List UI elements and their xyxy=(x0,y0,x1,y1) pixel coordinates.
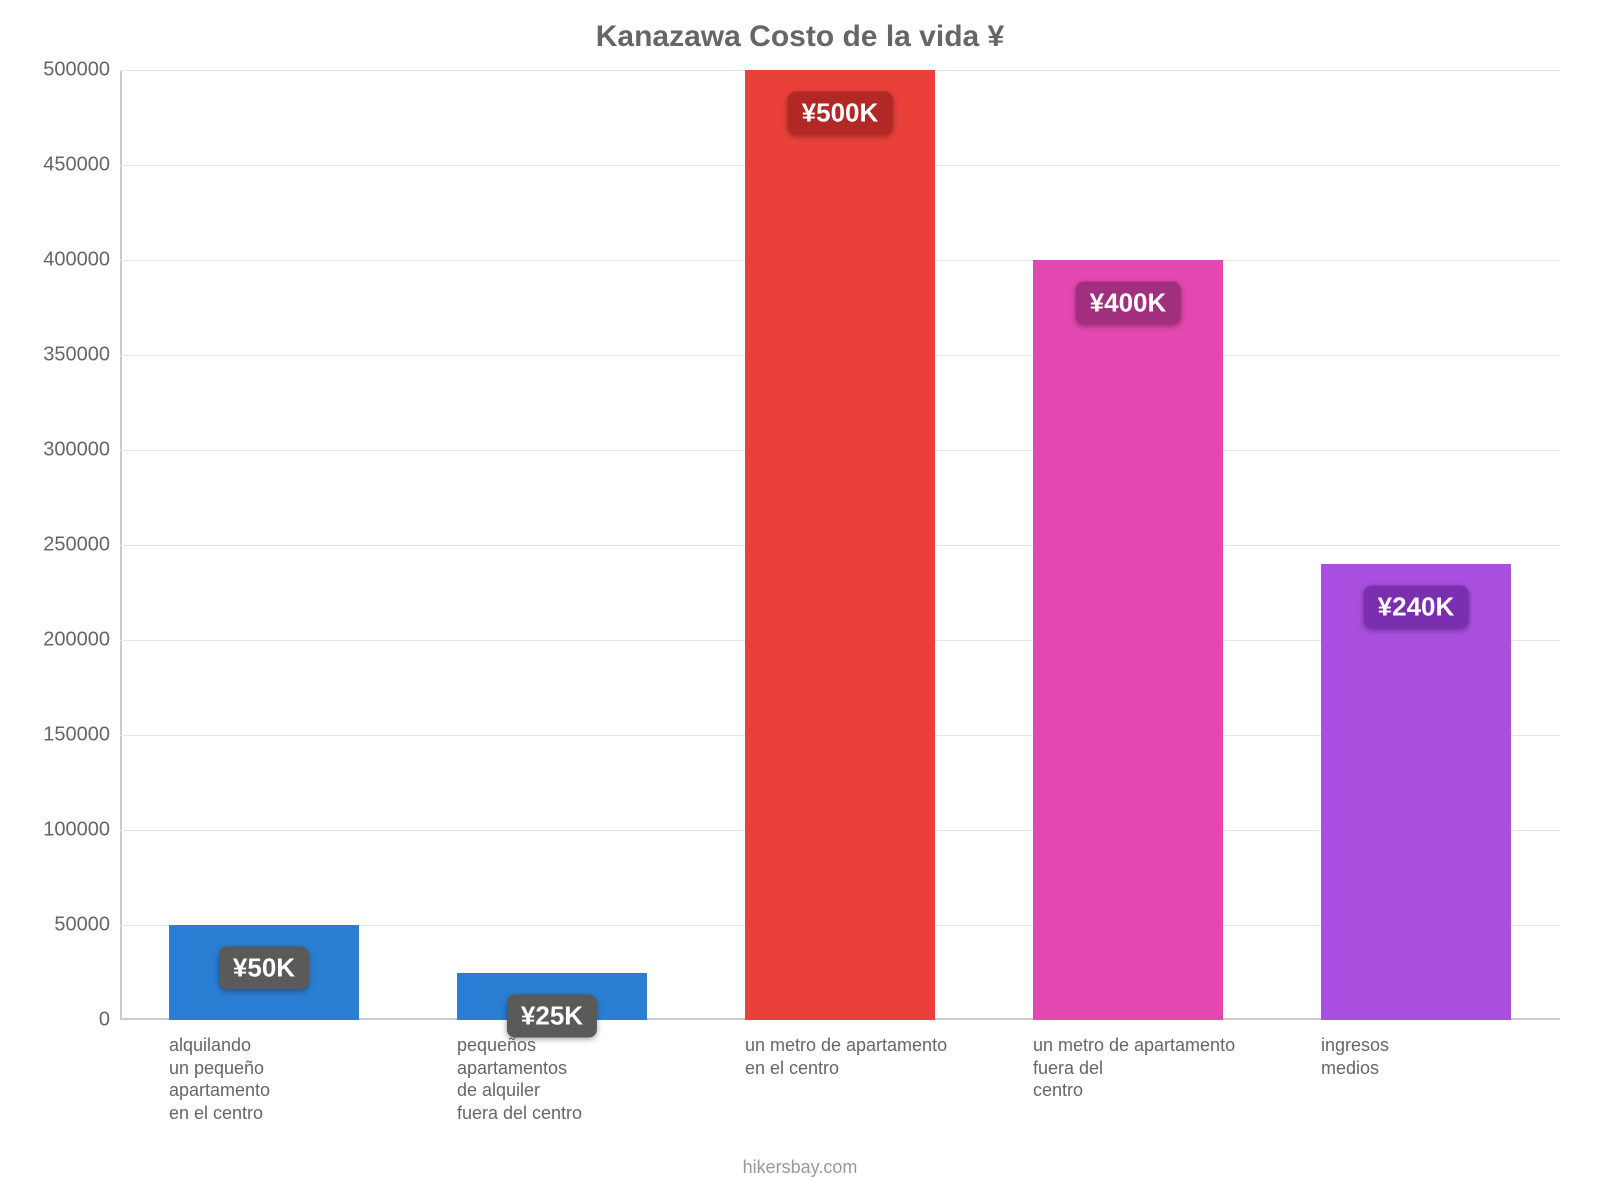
bar-value-badge: ¥240K xyxy=(1364,586,1469,629)
x-tick-label: pequeños apartamentos de alquiler fuera … xyxy=(457,1034,745,1124)
bar: ¥50K xyxy=(169,925,359,1020)
bar-value-badge: ¥500K xyxy=(788,92,893,135)
plot-area: 0500001000001500002000002500003000003500… xyxy=(120,70,1560,1020)
bar: ¥400K xyxy=(1033,260,1223,1020)
y-tick-label: 100000 xyxy=(43,819,110,842)
y-tick-label: 250000 xyxy=(43,534,110,557)
bar-value-badge: ¥400K xyxy=(1076,282,1181,325)
x-tick-label: un metro de apartamento en el centro xyxy=(745,1034,1033,1079)
y-tick-label: 50000 xyxy=(54,914,110,937)
y-tick-label: 500000 xyxy=(43,59,110,82)
y-tick-label: 300000 xyxy=(43,439,110,462)
bar-value-badge: ¥50K xyxy=(219,947,309,990)
bar: ¥25K xyxy=(457,973,647,1021)
source-attribution: hikersbay.com xyxy=(0,1157,1600,1178)
chart-title: Kanazawa Costo de la vida ¥ xyxy=(0,20,1600,54)
x-tick-label: ingresos medios xyxy=(1321,1034,1600,1079)
bar: ¥500K xyxy=(745,70,935,1020)
chart-container: Kanazawa Costo de la vida ¥ 050000100000… xyxy=(0,0,1600,1200)
x-tick-label: alquilando un pequeño apartamento en el … xyxy=(169,1034,457,1124)
y-tick-label: 400000 xyxy=(43,249,110,272)
y-tick-label: 200000 xyxy=(43,629,110,652)
y-tick-label: 350000 xyxy=(43,344,110,367)
bar: ¥240K xyxy=(1321,564,1511,1020)
bar-value-badge: ¥25K xyxy=(507,994,597,1037)
y-tick-label: 0 xyxy=(99,1009,110,1032)
y-tick-label: 450000 xyxy=(43,154,110,177)
y-tick-label: 150000 xyxy=(43,724,110,747)
x-tick-label: un metro de apartamento fuera del centro xyxy=(1033,1034,1321,1102)
